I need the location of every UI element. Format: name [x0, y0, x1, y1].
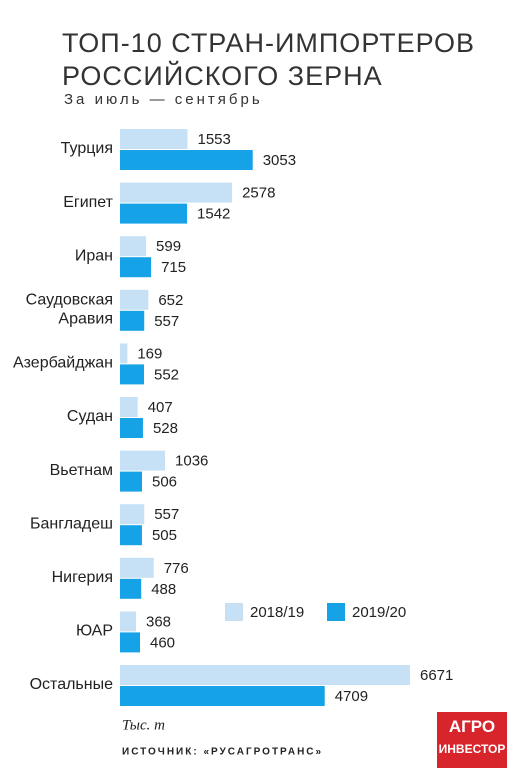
category-label: Бангладеш [30, 515, 113, 532]
bar [120, 665, 410, 685]
bar [120, 343, 128, 364]
bar [120, 182, 233, 203]
bar [120, 471, 142, 492]
bar [120, 557, 154, 578]
bar [120, 310, 145, 331]
bar [120, 611, 136, 632]
category-label: Нигерия [52, 569, 113, 586]
value-label: 6671 [420, 667, 453, 684]
bar [120, 504, 145, 525]
value-label: 488 [151, 581, 176, 598]
value-label: 557 [154, 506, 179, 523]
legend-label: 2019/20 [352, 604, 406, 621]
unit-note: Тыс. т [122, 717, 165, 733]
bar [120, 150, 253, 170]
logo: АГРО ИНВЕСТОР [439, 717, 506, 756]
value-label: 506 [152, 474, 177, 491]
chart-title: ТОП-10 СТРАН-ИМПОРТЕРОВ РОССИЙСКОГО ЗЕРНА [62, 28, 475, 91]
value-label: 407 [148, 399, 173, 416]
value-label: 3053 [263, 152, 296, 169]
value-label: 169 [137, 345, 162, 362]
bar [120, 236, 147, 257]
value-label: 368 [146, 613, 171, 630]
source: ИСТОЧНИК: «РУСАГРОТРАНС» [122, 747, 323, 758]
value-label: 528 [153, 420, 178, 437]
category-label: Судан [67, 408, 113, 425]
legend-label: 2018/19 [250, 604, 304, 621]
bar [120, 525, 142, 546]
bar [120, 203, 188, 224]
bar [120, 289, 149, 310]
bar [120, 450, 166, 471]
category-label: Остальные [30, 676, 114, 693]
bar [120, 129, 188, 149]
value-label: 652 [158, 292, 183, 309]
category-label: Египет [63, 194, 113, 211]
bar [120, 578, 142, 599]
category-label: Иран [75, 247, 113, 264]
bar [120, 686, 325, 706]
bar [120, 364, 144, 385]
category-label: Турция [61, 140, 113, 157]
bar [120, 632, 140, 653]
value-label: 552 [154, 366, 179, 383]
category-label: Вьетнам [50, 462, 113, 479]
value-label: 715 [161, 259, 186, 276]
value-label: 599 [156, 238, 181, 255]
value-label: 460 [150, 634, 175, 651]
logo-box [437, 712, 507, 768]
value-label: 776 [164, 560, 189, 577]
category-label: ЮАР [76, 623, 113, 640]
value-label: 2578 [242, 185, 275, 202]
chart-subtitle: За июль — сентябрь [64, 91, 263, 108]
value-label: 4709 [335, 688, 368, 705]
value-label: 557 [154, 313, 179, 330]
value-label: 1542 [197, 206, 230, 223]
value-label: 505 [152, 527, 177, 544]
value-label: 1553 [198, 131, 231, 148]
bar [120, 257, 152, 278]
bar [120, 418, 143, 438]
legend-swatch [327, 603, 345, 621]
bar [120, 397, 138, 417]
legend-swatch [225, 603, 243, 621]
category-label: Азербайджан [13, 355, 113, 372]
value-label: 1036 [175, 453, 208, 470]
category-label: Саудовская Аравия [26, 292, 113, 328]
